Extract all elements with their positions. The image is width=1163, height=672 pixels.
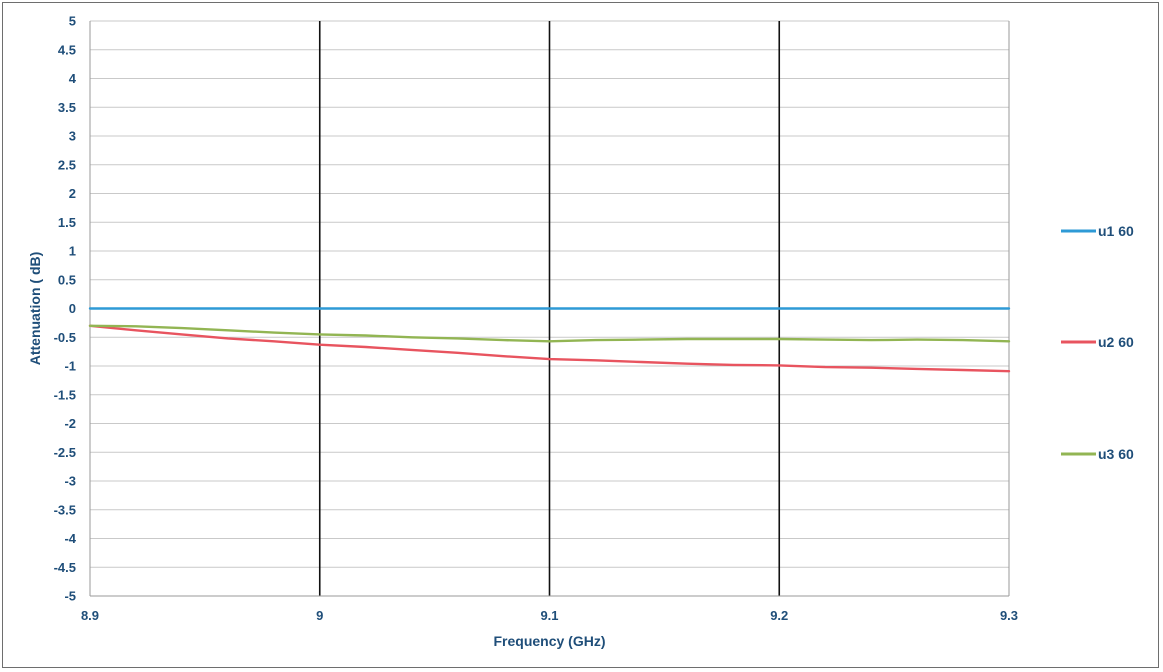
x-tick-label: 9.2 [770,608,788,623]
y-tick-label: -1.5 [54,387,76,402]
x-tick-labels: 8.9 9 9.1 9.2 9.3 [81,608,1018,623]
y-tick-label: 3 [69,129,76,144]
x-tick-label: 9.3 [1000,608,1018,623]
y-tick-label: -1 [64,359,76,374]
legend-label-u2-60: u2 60 [1098,334,1134,350]
y-tick-label: -3 [64,474,76,489]
y-tick-label: -2 [64,416,76,431]
x-tick-label: 9 [316,608,323,623]
y-tick-labels: 5 4.5 4 3.5 3 2.5 2 1.5 1 0.5 0 -0.5 -1 -1.5 -2 -2.5 -3 -… [54,14,77,604]
y-tick-label: -3.5 [54,502,76,517]
y-tick-label: -4.5 [54,560,76,575]
legend-label-u1-60: u1 60 [1098,223,1134,239]
y-tick-label: -5 [64,589,76,604]
y-tick-label: 5 [69,14,76,29]
y-tick-label: -2.5 [54,445,76,460]
y-tick-label: 0 [69,301,76,316]
y-axis-title: Attenuation ( dB) [27,252,43,366]
y-tick-label: 2 [69,186,76,201]
y-tick-label: -4 [64,531,76,546]
x-tick-label: 9.1 [540,608,558,623]
y-tick-label: -0.5 [54,330,76,345]
y-tick-label: 2.5 [58,157,76,172]
y-tick-label: 4.5 [58,42,76,57]
x-axis-title: Frequency (GHz) [493,633,605,649]
series-layer [88,307,1011,373]
legend-label-u3-60: u3 60 [1098,446,1134,462]
y-tick-label: 4 [69,71,77,86]
attenuation-chart: 5 4.5 4 3.5 3 2.5 2 1.5 1 0.5 0 -0.5 -1 -1.5 -2 -2.5 -3 -… [27,14,1134,650]
y-tick-label: 0.5 [58,272,76,287]
series-line-u3-60 [88,324,1011,343]
y-tick-label: 3.5 [58,100,76,115]
legend: u1 60 u2 60 u3 60 [1061,223,1134,462]
y-tick-label: 1.5 [58,215,76,230]
y-tick-label: 1 [69,244,76,259]
series-line-u2-60 [88,324,1011,373]
x-tick-label: 8.9 [81,608,99,623]
